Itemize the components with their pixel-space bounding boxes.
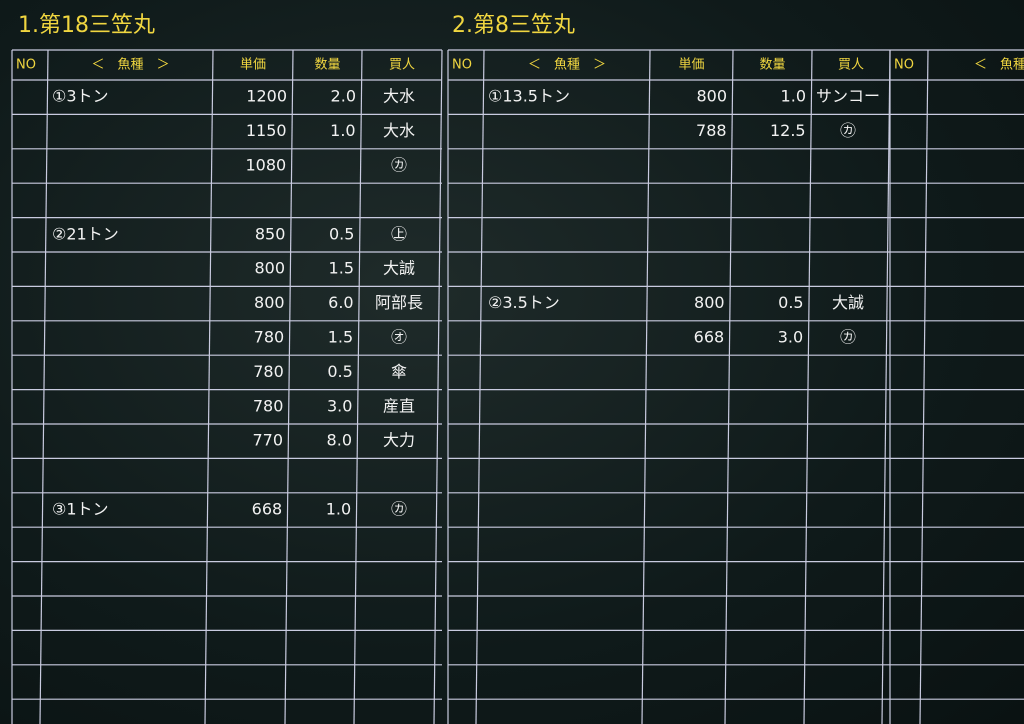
cell-buyer: 阿部長 xyxy=(375,293,423,312)
column-line xyxy=(881,49,891,724)
cell-buyer: サンコー xyxy=(816,87,880,106)
column-line xyxy=(284,49,294,724)
column-header: ＜ 魚種 ＞ xyxy=(528,57,606,73)
column-line xyxy=(39,49,49,724)
cell-buyer: 大水 xyxy=(383,121,415,140)
cell-fish: ①3トン xyxy=(52,87,109,106)
cell-buyer: ㋕ xyxy=(840,328,856,347)
column-line xyxy=(353,49,363,724)
cell-buyer: 大水 xyxy=(383,87,415,106)
cell-buyer: 産直 xyxy=(383,396,415,415)
cell-qty: 1.0 xyxy=(781,87,806,106)
column-header: 数量 xyxy=(314,58,340,73)
cell-buyer: ㋕ xyxy=(840,121,856,140)
cell-buyer: 大誠 xyxy=(832,293,864,312)
cell-price: 800 xyxy=(254,259,285,278)
cell-qty: 12.5 xyxy=(770,121,806,140)
cell-qty: 8.0 xyxy=(327,431,352,450)
cell-price: 770 xyxy=(252,431,283,450)
cell-price: 1200 xyxy=(246,87,287,106)
cell-buyer: ㋔ xyxy=(391,328,407,347)
cell-fish: ②21トン xyxy=(52,224,119,243)
cell-qty: 1.0 xyxy=(326,500,351,519)
cell-qty: 2.0 xyxy=(331,87,356,106)
cell-qty: 0.5 xyxy=(778,293,803,312)
cell-price: 1150 xyxy=(246,121,287,140)
column-header: ＜ 魚種 ＞ xyxy=(974,57,1024,73)
column-line xyxy=(433,49,443,724)
cell-fish: ②3.5トン xyxy=(488,293,560,312)
cell-qty: 1.0 xyxy=(330,121,355,140)
cell-qty: 6.0 xyxy=(328,293,353,312)
cell-buyer: ㋕ xyxy=(391,500,407,519)
column-header: 単価 xyxy=(240,57,266,73)
cell-price: 800 xyxy=(254,293,285,312)
board-title: 1.第18三笠丸 xyxy=(18,13,155,38)
cell-qty: 1.5 xyxy=(329,259,354,278)
cell-fish: ①13.5トン xyxy=(488,87,570,106)
cell-qty: 0.5 xyxy=(327,362,352,381)
cell-price: 780 xyxy=(254,328,285,347)
column-line xyxy=(803,49,813,724)
cell-price: 788 xyxy=(696,121,727,140)
column-header: 買人 xyxy=(389,58,415,73)
column-header: NO xyxy=(16,58,36,73)
column-line xyxy=(641,49,651,724)
cell-price: 1080 xyxy=(245,156,286,175)
board-title: 2.第8三笠丸 xyxy=(452,13,575,38)
cell-qty: 3.0 xyxy=(778,328,803,347)
column-header: 買人 xyxy=(838,58,864,73)
column-header: ＜ 魚種 ＞ xyxy=(91,57,169,73)
column-header: NO xyxy=(452,58,472,73)
cell-price: 780 xyxy=(253,396,284,415)
cell-price: 668 xyxy=(694,328,725,347)
column-header: 単価 xyxy=(678,57,704,73)
cell-qty: 0.5 xyxy=(329,224,354,243)
column-line xyxy=(204,49,214,724)
cell-qty: 1.5 xyxy=(328,328,353,347)
column-line xyxy=(724,49,734,724)
column-line xyxy=(475,49,485,724)
cell-buyer: 傘 xyxy=(391,362,407,381)
column-header: 数量 xyxy=(759,58,785,73)
cell-buyer: 大力 xyxy=(383,431,415,450)
cell-buyer: ㊤ xyxy=(391,224,407,243)
cell-price: 800 xyxy=(694,293,725,312)
cell-qty: 3.0 xyxy=(327,396,352,415)
cell-fish: ③1トン xyxy=(52,500,109,519)
cell-buyer: ㋕ xyxy=(391,156,407,175)
cell-price: 800 xyxy=(696,87,727,106)
cell-price: 668 xyxy=(252,500,283,519)
column-line xyxy=(919,49,929,724)
cell-price: 850 xyxy=(255,224,286,243)
cell-buyer: 大誠 xyxy=(383,259,415,278)
column-header: NO xyxy=(894,58,914,73)
cell-price: 780 xyxy=(253,362,284,381)
